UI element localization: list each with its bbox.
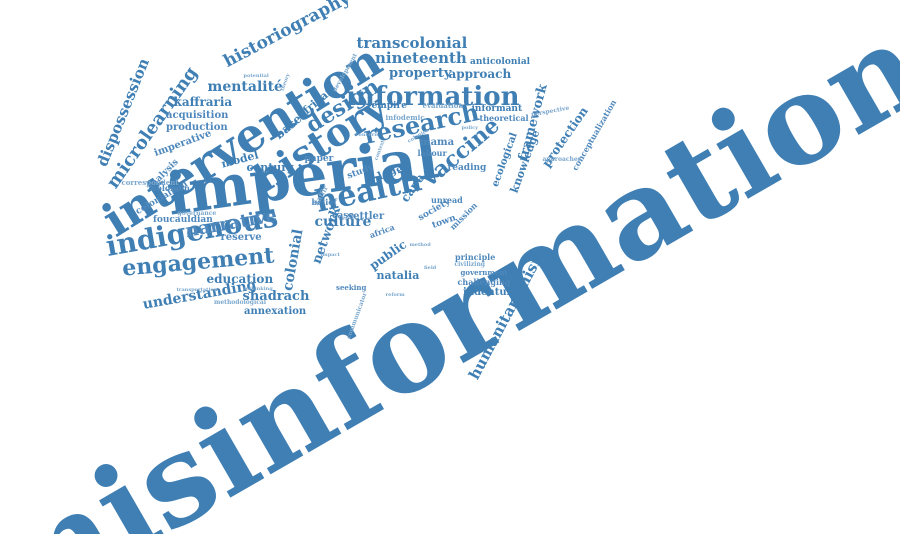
- word-belief: belief: [311, 197, 337, 207]
- word-field: field: [424, 264, 437, 271]
- word-reading: reading: [447, 162, 487, 173]
- word-acquisition: acquisition: [166, 110, 229, 121]
- word-informant: informant: [471, 103, 523, 114]
- word-paper: paper: [304, 153, 334, 164]
- word-approaches: approaches: [542, 156, 582, 163]
- word-approach: approach: [448, 67, 512, 81]
- word-foucauldian: foucauldian: [153, 214, 213, 225]
- word-nineteenth: nineteenth: [375, 48, 467, 67]
- word-colonial: colonial: [279, 227, 307, 293]
- word-method: method: [409, 241, 431, 248]
- word-unread: unread: [431, 195, 463, 205]
- word-government: government: [460, 267, 508, 277]
- word-transcolonial: transcolonial: [356, 33, 468, 52]
- word-transportation: transportation: [176, 286, 218, 293]
- word-policy: policy: [461, 124, 479, 131]
- word-infodemic: infodemic: [385, 112, 425, 122]
- word-annexation: annexation: [244, 306, 307, 317]
- word-theoretical: theoretical: [479, 113, 529, 123]
- word-mentalité: mentalité: [207, 79, 283, 95]
- word-settler: settler: [347, 211, 385, 222]
- word-evaluation: evaluation: [422, 100, 464, 110]
- word-concern: concern: [355, 131, 379, 138]
- word-reserve: reserve: [220, 232, 262, 243]
- word-case: case: [332, 210, 355, 221]
- word-kaffraria: kaffraria: [173, 95, 233, 109]
- word-production: production: [166, 122, 228, 133]
- word-century: century: [246, 160, 294, 174]
- word-property: property: [389, 65, 452, 81]
- word-methodological: methodological: [214, 299, 267, 306]
- word-africa: africa: [368, 221, 396, 241]
- word-governance: governance: [177, 210, 217, 217]
- word-challenging: challenging: [457, 277, 511, 287]
- word-culture: culture: [314, 214, 372, 230]
- word-impact: impact: [320, 251, 340, 258]
- word-information: information: [346, 82, 520, 112]
- word-natalia: natalia: [376, 268, 420, 282]
- word-solomon: solomon: [152, 183, 190, 193]
- word-rethinking: rethinking: [243, 285, 273, 292]
- word-correspondent: correspondent: [121, 177, 179, 187]
- word-education: education: [206, 272, 274, 286]
- word-mama: mama: [420, 137, 455, 148]
- word-anticolonial: anticolonial: [470, 56, 531, 67]
- word-indentured: indentured: [463, 287, 526, 298]
- word-reform: reform: [385, 291, 405, 298]
- word-empire: empire: [371, 100, 407, 111]
- word-seeking: seeking: [336, 282, 367, 292]
- word-principle: principle: [455, 252, 496, 262]
- word-civilizing: civilizing: [454, 261, 486, 268]
- word-shadrach: shadrach: [242, 288, 310, 304]
- word-labour: labour: [417, 148, 447, 158]
- word-potential: potential: [243, 72, 269, 79]
